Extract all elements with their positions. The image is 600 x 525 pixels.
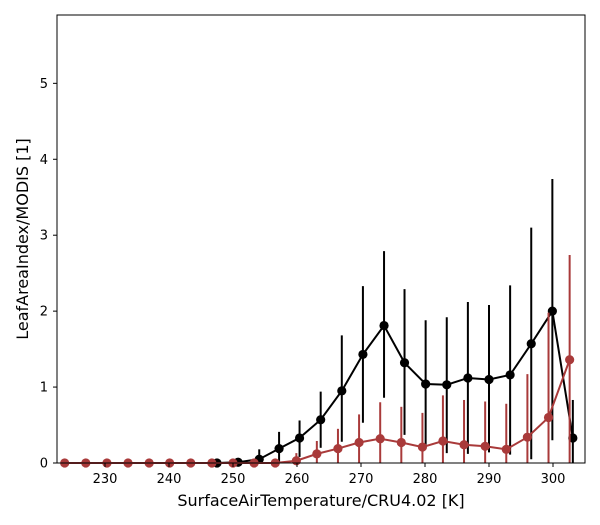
x-tick-label: 300 xyxy=(541,472,566,487)
y-tick-label: 5 xyxy=(40,77,48,92)
data-point xyxy=(294,433,305,443)
data-point xyxy=(547,306,557,316)
y-tick-label: 2 xyxy=(40,305,48,320)
y-axis: 0 1 2 3 4 5 xyxy=(40,77,57,472)
x-tick-label: 250 xyxy=(221,472,246,487)
x-tick-label: 260 xyxy=(285,472,310,487)
x-tick-label: 290 xyxy=(477,472,502,487)
y-tick-label: 3 xyxy=(40,229,48,244)
data-point xyxy=(291,456,301,466)
data-point xyxy=(565,355,575,365)
data-point xyxy=(316,415,326,425)
x-tick-label: 280 xyxy=(413,472,438,487)
y-tick-label: 0 xyxy=(40,457,48,472)
plot-frame xyxy=(56,14,586,464)
data-point xyxy=(480,441,490,451)
data-point xyxy=(354,437,364,448)
x-axis: 230 240 250 260 270 280 290 300 xyxy=(93,463,566,487)
data-point xyxy=(417,442,428,452)
data-point xyxy=(396,437,406,448)
x-axis-label: SurfaceAirTemperature/CRU4.02 [K] xyxy=(177,491,464,510)
x-tick-label: 270 xyxy=(349,472,374,487)
data-point xyxy=(312,449,322,459)
data-point xyxy=(543,412,554,423)
data-point xyxy=(505,370,515,380)
data-point xyxy=(337,386,347,396)
data-point xyxy=(484,374,494,385)
data-point xyxy=(442,380,452,390)
series-layer xyxy=(60,179,578,468)
data-point xyxy=(399,358,410,368)
y-axis-label: LeafAreaIndex/MODIS [1] xyxy=(13,138,32,340)
data-point xyxy=(438,436,448,446)
data-point xyxy=(333,443,343,454)
y-tick-label: 1 xyxy=(40,381,48,396)
x-tick-label: 230 xyxy=(93,472,118,487)
data-point xyxy=(421,379,431,389)
data-point xyxy=(501,444,511,454)
y-tick-label: 4 xyxy=(40,153,48,168)
plot-background xyxy=(57,15,585,463)
data-point xyxy=(459,440,469,450)
data-point xyxy=(358,349,368,360)
data-point xyxy=(274,443,284,454)
x-tick-label: 240 xyxy=(157,472,182,487)
data-point xyxy=(375,434,385,444)
data-point xyxy=(379,320,389,331)
data-point xyxy=(522,432,533,442)
data-point xyxy=(463,373,473,383)
data-point xyxy=(526,339,536,349)
